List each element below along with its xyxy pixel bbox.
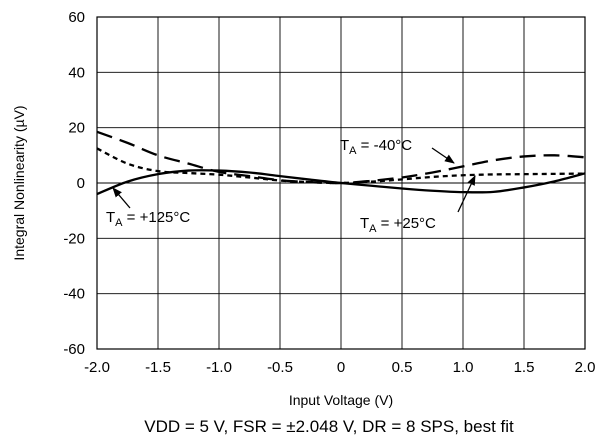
- x-tick-label: 2.0: [575, 359, 596, 376]
- annotation-main: T: [106, 209, 115, 226]
- x-tick-label: -1.0: [206, 359, 232, 376]
- x-tick-label: -0.5: [267, 359, 293, 376]
- y-axis-title: Integral Nonlinearity (µV): [11, 105, 27, 260]
- x-tick-label: -1.5: [145, 359, 171, 376]
- annotation-ta-plus125: TA = +125°C: [106, 187, 190, 229]
- annotation-ta-minus40: TA = -40°C: [340, 137, 455, 164]
- x-axis-title: Input Voltage (V): [289, 392, 393, 408]
- series-lines: [96, 130, 586, 196]
- y-tick-label: 40: [68, 64, 85, 81]
- annotation-arrow: [457, 175, 476, 213]
- annotation-rest: = -40°C: [357, 137, 413, 154]
- x-tick-label: 0.5: [392, 359, 413, 376]
- annotation-rest: = +125°C: [123, 209, 191, 226]
- x-tick-label: 0: [337, 359, 345, 376]
- annotation-label: TA = +125°C: [106, 209, 190, 229]
- x-tick-labels: -2.0 -1.5 -1.0 -0.5 0 0.5 1.0 1.5 2.0: [84, 359, 595, 376]
- annotation-main: T: [340, 137, 349, 154]
- y-tick-label: -20: [63, 230, 85, 247]
- y-tick-label: -60: [63, 341, 85, 358]
- annotation-subscript: A: [349, 145, 357, 157]
- chart-caption: VDD = 5 V, FSR = ±2.048 V, DR = 8 SPS, b…: [144, 417, 514, 436]
- y-tick-label: -40: [63, 286, 85, 303]
- y-tick-label: 0: [77, 175, 85, 192]
- annotation-main: T: [360, 215, 369, 232]
- annotation-arrow: [112, 187, 131, 209]
- annotation-ta-plus25: TA = +25°C: [360, 175, 476, 235]
- annotation-subscript: A: [115, 217, 123, 229]
- annotation-arrow: [431, 147, 455, 164]
- y-tick-labels: 60 40 20 0 -20 -40 -60: [63, 9, 85, 358]
- y-tick-label: 20: [68, 120, 85, 137]
- x-tick-label: 1.5: [514, 359, 535, 376]
- y-tick-label: 60: [68, 9, 85, 26]
- x-tick-label: -2.0: [84, 359, 110, 376]
- annotation-subscript: A: [369, 223, 377, 235]
- annotation-rest: = +25°C: [377, 215, 437, 232]
- plot-area-frame: [96, 16, 586, 350]
- annotation-label: TA = +25°C: [360, 215, 436, 235]
- series-line-ta-plus125c: [96, 169, 586, 196]
- annotation-label: TA = -40°C: [340, 137, 412, 157]
- x-tick-label: 1.0: [453, 359, 474, 376]
